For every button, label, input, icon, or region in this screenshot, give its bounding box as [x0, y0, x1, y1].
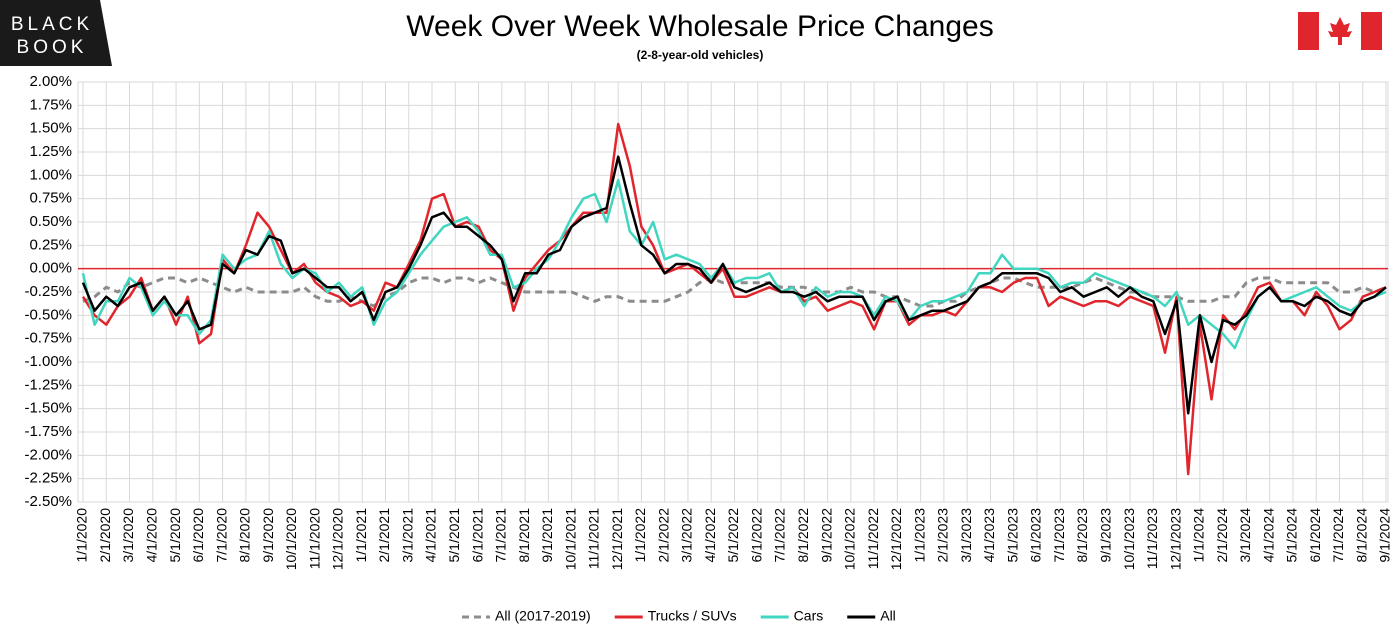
y-tick-label: 1.75% [29, 96, 72, 113]
flag [1298, 12, 1382, 50]
y-tick-label: 0.50% [29, 213, 72, 230]
x-tick-label: 5/1/2022 [725, 508, 741, 563]
x-tick-label: 8/1/2023 [1074, 508, 1090, 563]
legend-label: All (2017-2019) [495, 608, 591, 624]
y-tick-label: -2.00% [24, 446, 72, 463]
series-line [81, 155, 1387, 415]
series-line [81, 122, 1387, 476]
y-tick-label: -0.75% [24, 330, 72, 347]
x-tick-label: 2/1/2022 [655, 508, 671, 563]
x-tick-label: 12/1/2023 [1167, 508, 1183, 570]
x-tick-label: 2/1/2024 [1214, 508, 1230, 563]
x-tick-label: 8/1/2024 [1353, 508, 1369, 563]
x-tick-label: 9/1/2021 [539, 508, 555, 563]
logo-text: BLACK [11, 14, 93, 35]
x-tick-label: 11/1/2023 [1144, 508, 1160, 569]
logo: BLACK BOOK [0, 0, 112, 66]
y-tick-label: -2.25% [24, 470, 72, 487]
x-tick-label: 8/1/2021 [516, 508, 532, 563]
y-tick-label: -1.25% [24, 376, 72, 393]
x-tick-label: 4/1/2023 [981, 508, 997, 563]
x-tick-label: 11/1/2021 [586, 508, 602, 569]
x-tick-label: 10/1/2023 [1121, 508, 1137, 570]
x-tick-label: 8/1/2020 [237, 508, 253, 563]
y-tick-label: -1.50% [24, 400, 72, 417]
x-tick-label: 2/1/2023 [935, 508, 951, 563]
x-tick-label: 9/1/2022 [818, 508, 834, 563]
flag-band [1298, 12, 1319, 50]
x-tick-label: 1/1/2024 [1191, 508, 1207, 563]
y-tick-label: 1.25% [29, 143, 72, 160]
x-tick-label: 1/1/2023 [911, 508, 927, 563]
y-tick-label: 1.00% [29, 166, 72, 183]
flag-band [1361, 12, 1382, 50]
x-tick-label: 11/1/2022 [865, 508, 881, 569]
maple-leaf [1328, 17, 1352, 45]
y-tick-label: -2.50% [24, 493, 72, 510]
x-tick-label: 1/1/2021 [353, 508, 369, 563]
x-tick-label: 9/1/2024 [1377, 508, 1393, 563]
x-tick-label: 4/1/2020 [144, 508, 160, 563]
legend-label: All [880, 608, 896, 624]
y-tick-label: 0.25% [29, 236, 72, 253]
chart-title: Week Over Week Wholesale Price Changes [406, 10, 993, 43]
x-tick-label: 6/1/2024 [1307, 508, 1323, 563]
y-tick-label: -1.00% [24, 353, 72, 370]
x-tick-label: 5/1/2024 [1284, 508, 1300, 563]
x-tick-label: 2/1/2021 [376, 508, 392, 563]
x-tick-label: 5/1/2023 [1004, 508, 1020, 563]
legend-label: Cars [794, 608, 824, 624]
legend-label: Trucks / SUVs [648, 608, 737, 624]
y-tick-label: -1.75% [24, 423, 72, 440]
x-tick-label: 2/1/2020 [97, 508, 113, 563]
y-tick-label: 2.00% [29, 73, 72, 90]
x-tick-label: 12/1/2020 [330, 508, 346, 570]
x-tick-label: 6/1/2020 [190, 508, 206, 563]
y-tick-label: 0.75% [29, 190, 72, 207]
x-tick-label: 5/1/2021 [446, 508, 462, 563]
x-tick-label: 8/1/2022 [795, 508, 811, 563]
x-tick-label: 6/1/2022 [748, 508, 764, 563]
x-tick-label: 6/1/2023 [1028, 508, 1044, 563]
x-tick-label: 3/1/2022 [679, 508, 695, 563]
x-tick-label: 7/1/2020 [213, 508, 229, 563]
y-tick-label: 0.00% [29, 260, 72, 277]
x-tick-label: 7/1/2022 [772, 508, 788, 563]
logo-bg [0, 0, 112, 66]
x-tick-label: 12/1/2021 [609, 508, 625, 570]
x-tick-label: 4/1/2022 [702, 508, 718, 563]
x-tick-label: 7/1/2021 [493, 508, 509, 563]
y-tick-label: -0.25% [24, 283, 72, 300]
y-tick-label: -0.50% [24, 306, 72, 323]
x-tick-label: 1/1/2020 [74, 508, 90, 563]
x-tick-label: 9/1/2020 [260, 508, 276, 563]
x-tick-label: 7/1/2023 [1051, 508, 1067, 563]
x-tick-label: 10/1/2021 [562, 508, 578, 570]
x-tick-label: 3/1/2023 [958, 508, 974, 563]
y-tick-label: 1.50% [29, 120, 72, 137]
x-tick-label: 12/1/2022 [888, 508, 904, 570]
logo-text: BOOK [17, 37, 88, 58]
x-tick-label: 7/1/2024 [1330, 508, 1346, 563]
x-tick-label: 3/1/2024 [1237, 508, 1253, 563]
x-tick-label: 11/1/2020 [306, 508, 322, 569]
x-tick-label: 5/1/2020 [167, 508, 183, 563]
x-tick-label: 3/1/2020 [120, 508, 136, 563]
chart-subtitle: (2-8-year-old vehicles) [637, 48, 764, 62]
x-tick-label: 9/1/2023 [1097, 508, 1113, 563]
x-tick-label: 10/1/2020 [283, 508, 299, 570]
x-tick-label: 6/1/2021 [469, 508, 485, 563]
x-tick-label: 4/1/2024 [1260, 508, 1276, 563]
series-line [81, 178, 1387, 350]
x-tick-label: 4/1/2021 [423, 508, 439, 563]
x-tick-label: 3/1/2021 [399, 508, 415, 563]
x-tick-label: 10/1/2022 [842, 508, 858, 570]
x-tick-label: 1/1/2022 [632, 508, 648, 563]
